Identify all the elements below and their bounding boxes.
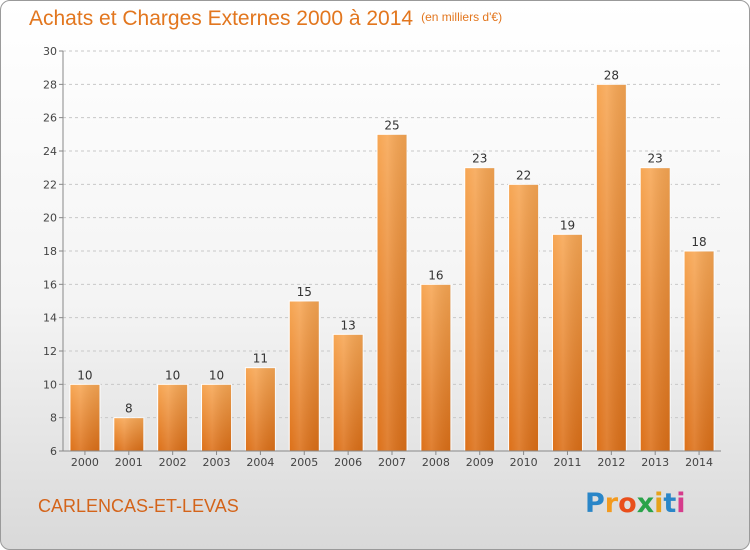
chart-title: Achats et Charges Externes 2000 à 2014 xyxy=(29,7,414,30)
x-tick-label: 2012 xyxy=(597,456,625,469)
data-label: 22 xyxy=(516,168,531,182)
data-label: 10 xyxy=(77,368,92,382)
data-label: 18 xyxy=(691,235,706,249)
logo-letter: P xyxy=(585,488,605,519)
y-tick-label: 6 xyxy=(50,445,57,458)
x-tick-label: 2013 xyxy=(641,456,669,469)
x-tick-label: 2009 xyxy=(466,456,494,469)
bar-shine xyxy=(113,417,144,451)
y-tick-label: 30 xyxy=(43,45,57,58)
x-tick-label: 2006 xyxy=(334,456,362,469)
logo-letter: i xyxy=(676,488,686,519)
x-tick-label: 2002 xyxy=(159,456,187,469)
x-tick-label: 2000 xyxy=(71,456,99,469)
bar-shine xyxy=(508,184,539,452)
y-tick-label: 10 xyxy=(43,378,57,391)
y-tick-label: 14 xyxy=(43,312,57,325)
data-label: 15 xyxy=(297,285,312,299)
bar-shine xyxy=(157,384,188,451)
data-label: 11 xyxy=(253,352,268,366)
y-tick-label: 28 xyxy=(43,78,57,91)
y-tick-label: 24 xyxy=(43,145,57,158)
bar-shine xyxy=(377,134,407,452)
x-tick-label: 2003 xyxy=(203,456,231,469)
y-tick-label: 20 xyxy=(43,212,57,225)
y-tick-label: 12 xyxy=(43,345,57,358)
data-label: 23 xyxy=(472,152,487,166)
bar-shine xyxy=(201,384,232,451)
data-label: 8 xyxy=(125,402,133,416)
bar-shine xyxy=(420,284,451,451)
logo-letter: x xyxy=(636,488,655,519)
bar-shine xyxy=(552,234,583,451)
bar-shine xyxy=(333,334,364,451)
chart-title-row: Achats et Charges Externes 2000 à 2014 (e… xyxy=(29,7,502,31)
proxiti-logo: Proxiti xyxy=(585,488,686,519)
data-label: 19 xyxy=(560,218,575,232)
bar-shine xyxy=(69,384,100,451)
y-tick-label: 16 xyxy=(43,278,57,291)
logo-letter: i xyxy=(654,488,664,519)
y-tick-label: 22 xyxy=(43,178,57,191)
bar-shine xyxy=(245,367,276,451)
data-label: 28 xyxy=(604,68,619,82)
x-tick-label: 2014 xyxy=(685,456,713,469)
logo-letter: t xyxy=(663,488,677,519)
y-tick-label: 8 xyxy=(50,412,57,425)
x-tick-label: 2001 xyxy=(115,456,143,469)
data-label: 10 xyxy=(209,368,224,382)
x-tick-label: 2008 xyxy=(422,456,450,469)
data-label: 25 xyxy=(384,118,399,132)
x-tick-label: 2010 xyxy=(510,456,538,469)
bar-shine xyxy=(289,301,320,451)
data-label: 23 xyxy=(648,152,663,166)
bar-shine xyxy=(596,84,627,451)
data-label: 16 xyxy=(428,268,443,282)
y-tick-label: 26 xyxy=(43,112,57,125)
bar-shine xyxy=(464,167,495,451)
logo-letter: r xyxy=(604,488,619,519)
x-tick-label: 2011 xyxy=(553,456,581,469)
data-label: 10 xyxy=(165,368,180,382)
location-name: CARLENCAS-ET-LEVAS xyxy=(38,496,239,516)
y-tick-label: 18 xyxy=(43,245,57,258)
logo-letter: o xyxy=(618,488,637,519)
data-label: 13 xyxy=(340,318,355,332)
bar-shine xyxy=(684,251,715,451)
chart-subtitle: (en milliers d'€) xyxy=(421,10,503,24)
x-tick-label: 2007 xyxy=(378,456,406,469)
x-tick-label: 2004 xyxy=(246,456,274,469)
bar-shine xyxy=(640,167,671,451)
x-tick-label: 2005 xyxy=(290,456,318,469)
